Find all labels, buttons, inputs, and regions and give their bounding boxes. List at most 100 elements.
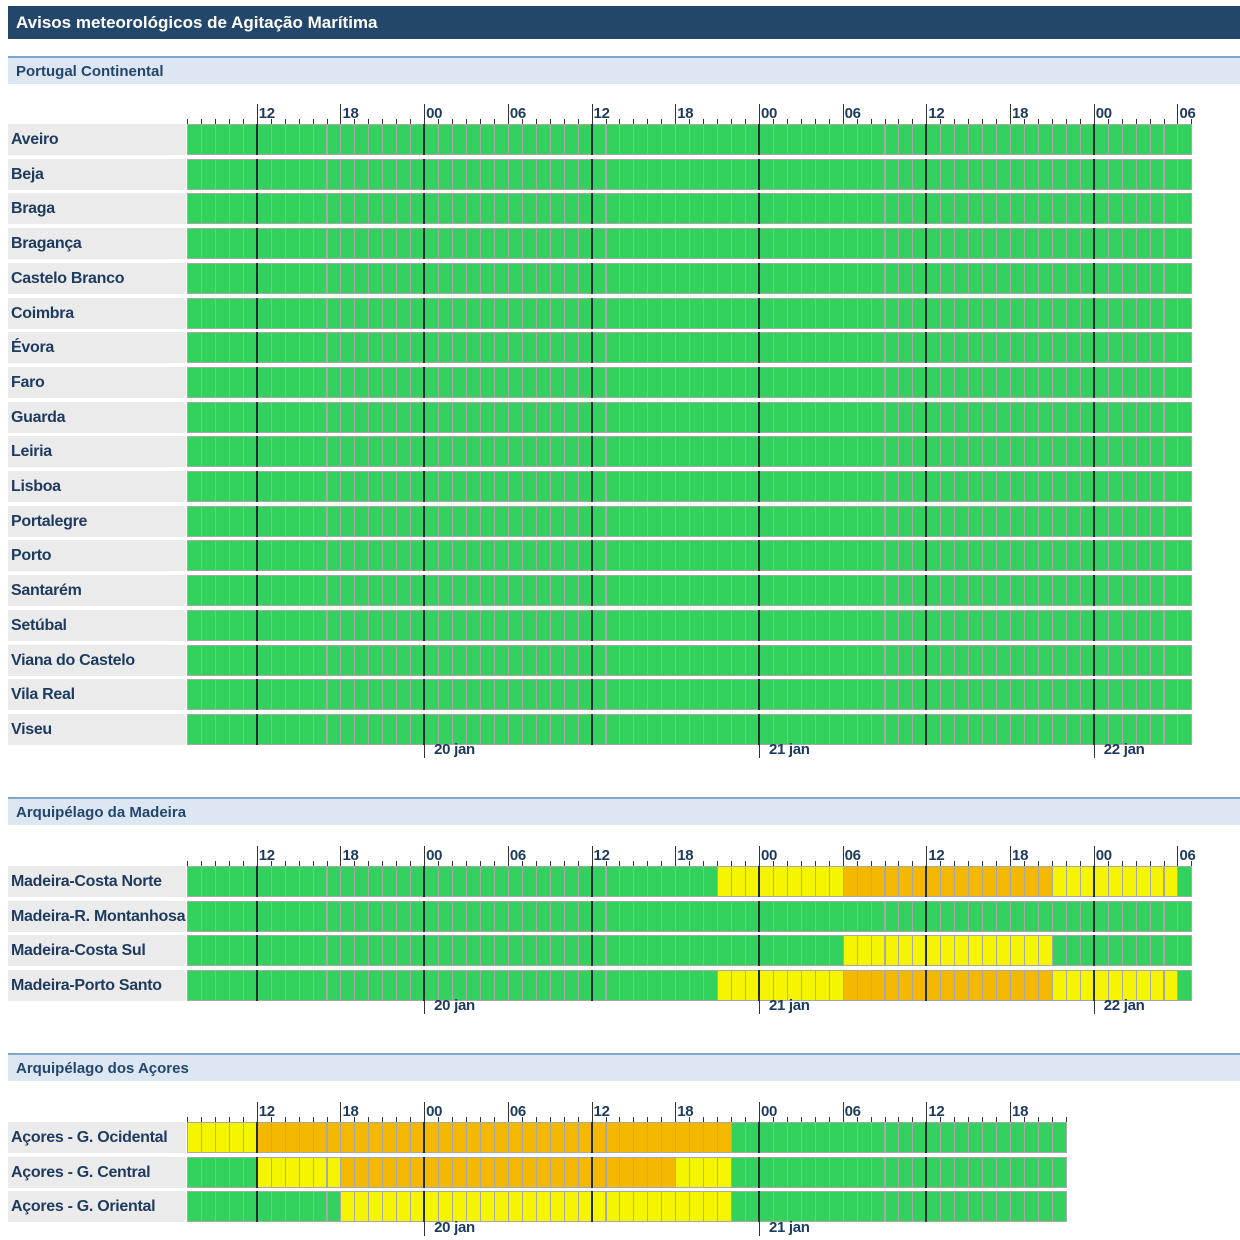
warning-cell-green[interactable]	[256, 900, 272, 932]
warning-cell-orange[interactable]	[535, 1156, 551, 1188]
warning-cell-green[interactable]	[633, 366, 649, 398]
warning-cell-green[interactable]	[591, 401, 607, 433]
warning-cell-green[interactable]	[466, 401, 481, 433]
warning-cell-green[interactable]	[842, 575, 858, 607]
warning-cell-green[interactable]	[758, 366, 774, 398]
warning-cell-green[interactable]	[214, 713, 230, 745]
warning-cell-green[interactable]	[800, 935, 816, 967]
warning-cell-green[interactable]	[591, 866, 607, 897]
warning-cell-green[interactable]	[200, 366, 216, 398]
warning-cell-green[interactable]	[703, 679, 719, 711]
warning-cell-green[interactable]	[1107, 471, 1123, 502]
warning-cell-green[interactable]	[382, 679, 398, 711]
warning-cell-green[interactable]	[1177, 540, 1193, 572]
warning-cell-orange[interactable]	[493, 1122, 509, 1153]
warning-cell-green[interactable]	[661, 935, 677, 967]
warning-cell-green[interactable]	[954, 609, 970, 641]
warning-cell-green[interactable]	[731, 609, 746, 641]
warning-cell-green[interactable]	[382, 900, 398, 932]
warning-cell-green[interactable]	[563, 644, 579, 676]
warning-cell-green[interactable]	[605, 644, 621, 676]
warning-cell-green[interactable]	[340, 158, 356, 190]
warning-cell-orange[interactable]	[968, 970, 984, 1002]
warning-cell-green[interactable]	[926, 401, 942, 433]
warning-cell-green[interactable]	[884, 1156, 900, 1188]
warning-cell-green[interactable]	[270, 262, 286, 294]
warning-cell-yellow[interactable]	[1051, 866, 1067, 897]
warning-cell-green[interactable]	[786, 644, 802, 676]
warning-cell-green[interactable]	[466, 332, 481, 364]
warning-cell-green[interactable]	[521, 366, 537, 398]
warning-cell-orange[interactable]	[424, 1122, 440, 1153]
warning-cell-green[interactable]	[968, 471, 984, 502]
warning-cell-green[interactable]	[535, 970, 551, 1002]
warning-cell-green[interactable]	[228, 158, 244, 190]
warning-cell-green[interactable]	[521, 193, 537, 225]
warning-cell-green[interactable]	[758, 436, 774, 468]
warning-cell-green[interactable]	[1135, 332, 1151, 364]
warning-cell-orange[interactable]	[298, 1122, 314, 1153]
warning-cell-yellow[interactable]	[493, 1191, 509, 1223]
warning-cell-green[interactable]	[535, 471, 551, 502]
warning-cell-green[interactable]	[270, 713, 286, 745]
warning-cell-yellow[interactable]	[717, 970, 733, 1002]
warning-cell-green[interactable]	[1121, 575, 1137, 607]
warning-cell-green[interactable]	[772, 679, 788, 711]
warning-cell-green[interactable]	[326, 193, 342, 225]
warning-cell-green[interactable]	[284, 471, 300, 502]
warning-cell-green[interactable]	[717, 679, 733, 711]
warning-cell-green[interactable]	[898, 505, 914, 537]
warning-cell-orange[interactable]	[466, 1122, 481, 1153]
warning-cell-green[interactable]	[926, 609, 942, 641]
warning-cell-green[interactable]	[270, 609, 286, 641]
warning-cell-green[interactable]	[731, 262, 746, 294]
warning-cell-green[interactable]	[772, 436, 788, 468]
warning-cell-yellow[interactable]	[996, 935, 1012, 967]
warning-cell-green[interactable]	[396, 575, 412, 607]
warning-cell-yellow[interactable]	[466, 1191, 481, 1223]
warning-cell-green[interactable]	[214, 575, 230, 607]
warning-cell-green[interactable]	[940, 540, 956, 572]
warning-cell-green[interactable]	[270, 644, 286, 676]
warning-cell-green[interactable]	[814, 540, 830, 572]
warning-cell-yellow[interactable]	[717, 866, 733, 897]
warning-cell-green[interactable]	[800, 900, 816, 932]
warning-cell-green[interactable]	[619, 124, 635, 155]
warning-cell-green[interactable]	[633, 158, 649, 190]
warning-cell-green[interactable]	[1163, 366, 1179, 398]
warning-cell-green[interactable]	[647, 332, 663, 364]
warning-cell-green[interactable]	[563, 540, 579, 572]
warning-cell-green[interactable]	[507, 540, 523, 572]
warning-cell-green[interactable]	[982, 540, 998, 572]
warning-cell-green[interactable]	[1051, 540, 1067, 572]
warning-cell-green[interactable]	[898, 644, 914, 676]
warning-cell-green[interactable]	[1093, 401, 1109, 433]
warning-cell-green[interactable]	[228, 297, 244, 329]
warning-cell-yellow[interactable]	[1065, 866, 1081, 897]
warning-cell-green[interactable]	[591, 935, 607, 967]
warning-cell-green[interactable]	[731, 124, 746, 155]
warning-cell-green[interactable]	[940, 505, 956, 537]
warning-cell-green[interactable]	[452, 900, 467, 932]
warning-cell-green[interactable]	[1121, 505, 1137, 537]
warning-cell-green[interactable]	[786, 401, 802, 433]
warning-cell-green[interactable]	[340, 332, 356, 364]
warning-cell-green[interactable]	[284, 644, 300, 676]
warning-cell-green[interactable]	[758, 297, 774, 329]
warning-cell-green[interactable]	[256, 401, 272, 433]
warning-cell-green[interactable]	[968, 193, 984, 225]
warning-cell-green[interactable]	[605, 970, 621, 1002]
warning-cell-green[interactable]	[256, 713, 272, 745]
warning-cell-green[interactable]	[870, 1122, 886, 1153]
warning-cell-green[interactable]	[1024, 679, 1039, 711]
warning-cell-green[interactable]	[661, 540, 677, 572]
warning-cell-green[interactable]	[340, 401, 356, 433]
warning-cell-green[interactable]	[200, 1191, 216, 1223]
warning-cell-green[interactable]	[1135, 575, 1151, 607]
warning-cell-yellow[interactable]	[200, 1122, 216, 1153]
warning-cell-green[interactable]	[856, 332, 872, 364]
warning-cell-green[interactable]	[814, 1191, 830, 1223]
warning-cell-green[interactable]	[689, 644, 705, 676]
warning-cell-green[interactable]	[661, 644, 677, 676]
warning-cell-green[interactable]	[424, 158, 440, 190]
